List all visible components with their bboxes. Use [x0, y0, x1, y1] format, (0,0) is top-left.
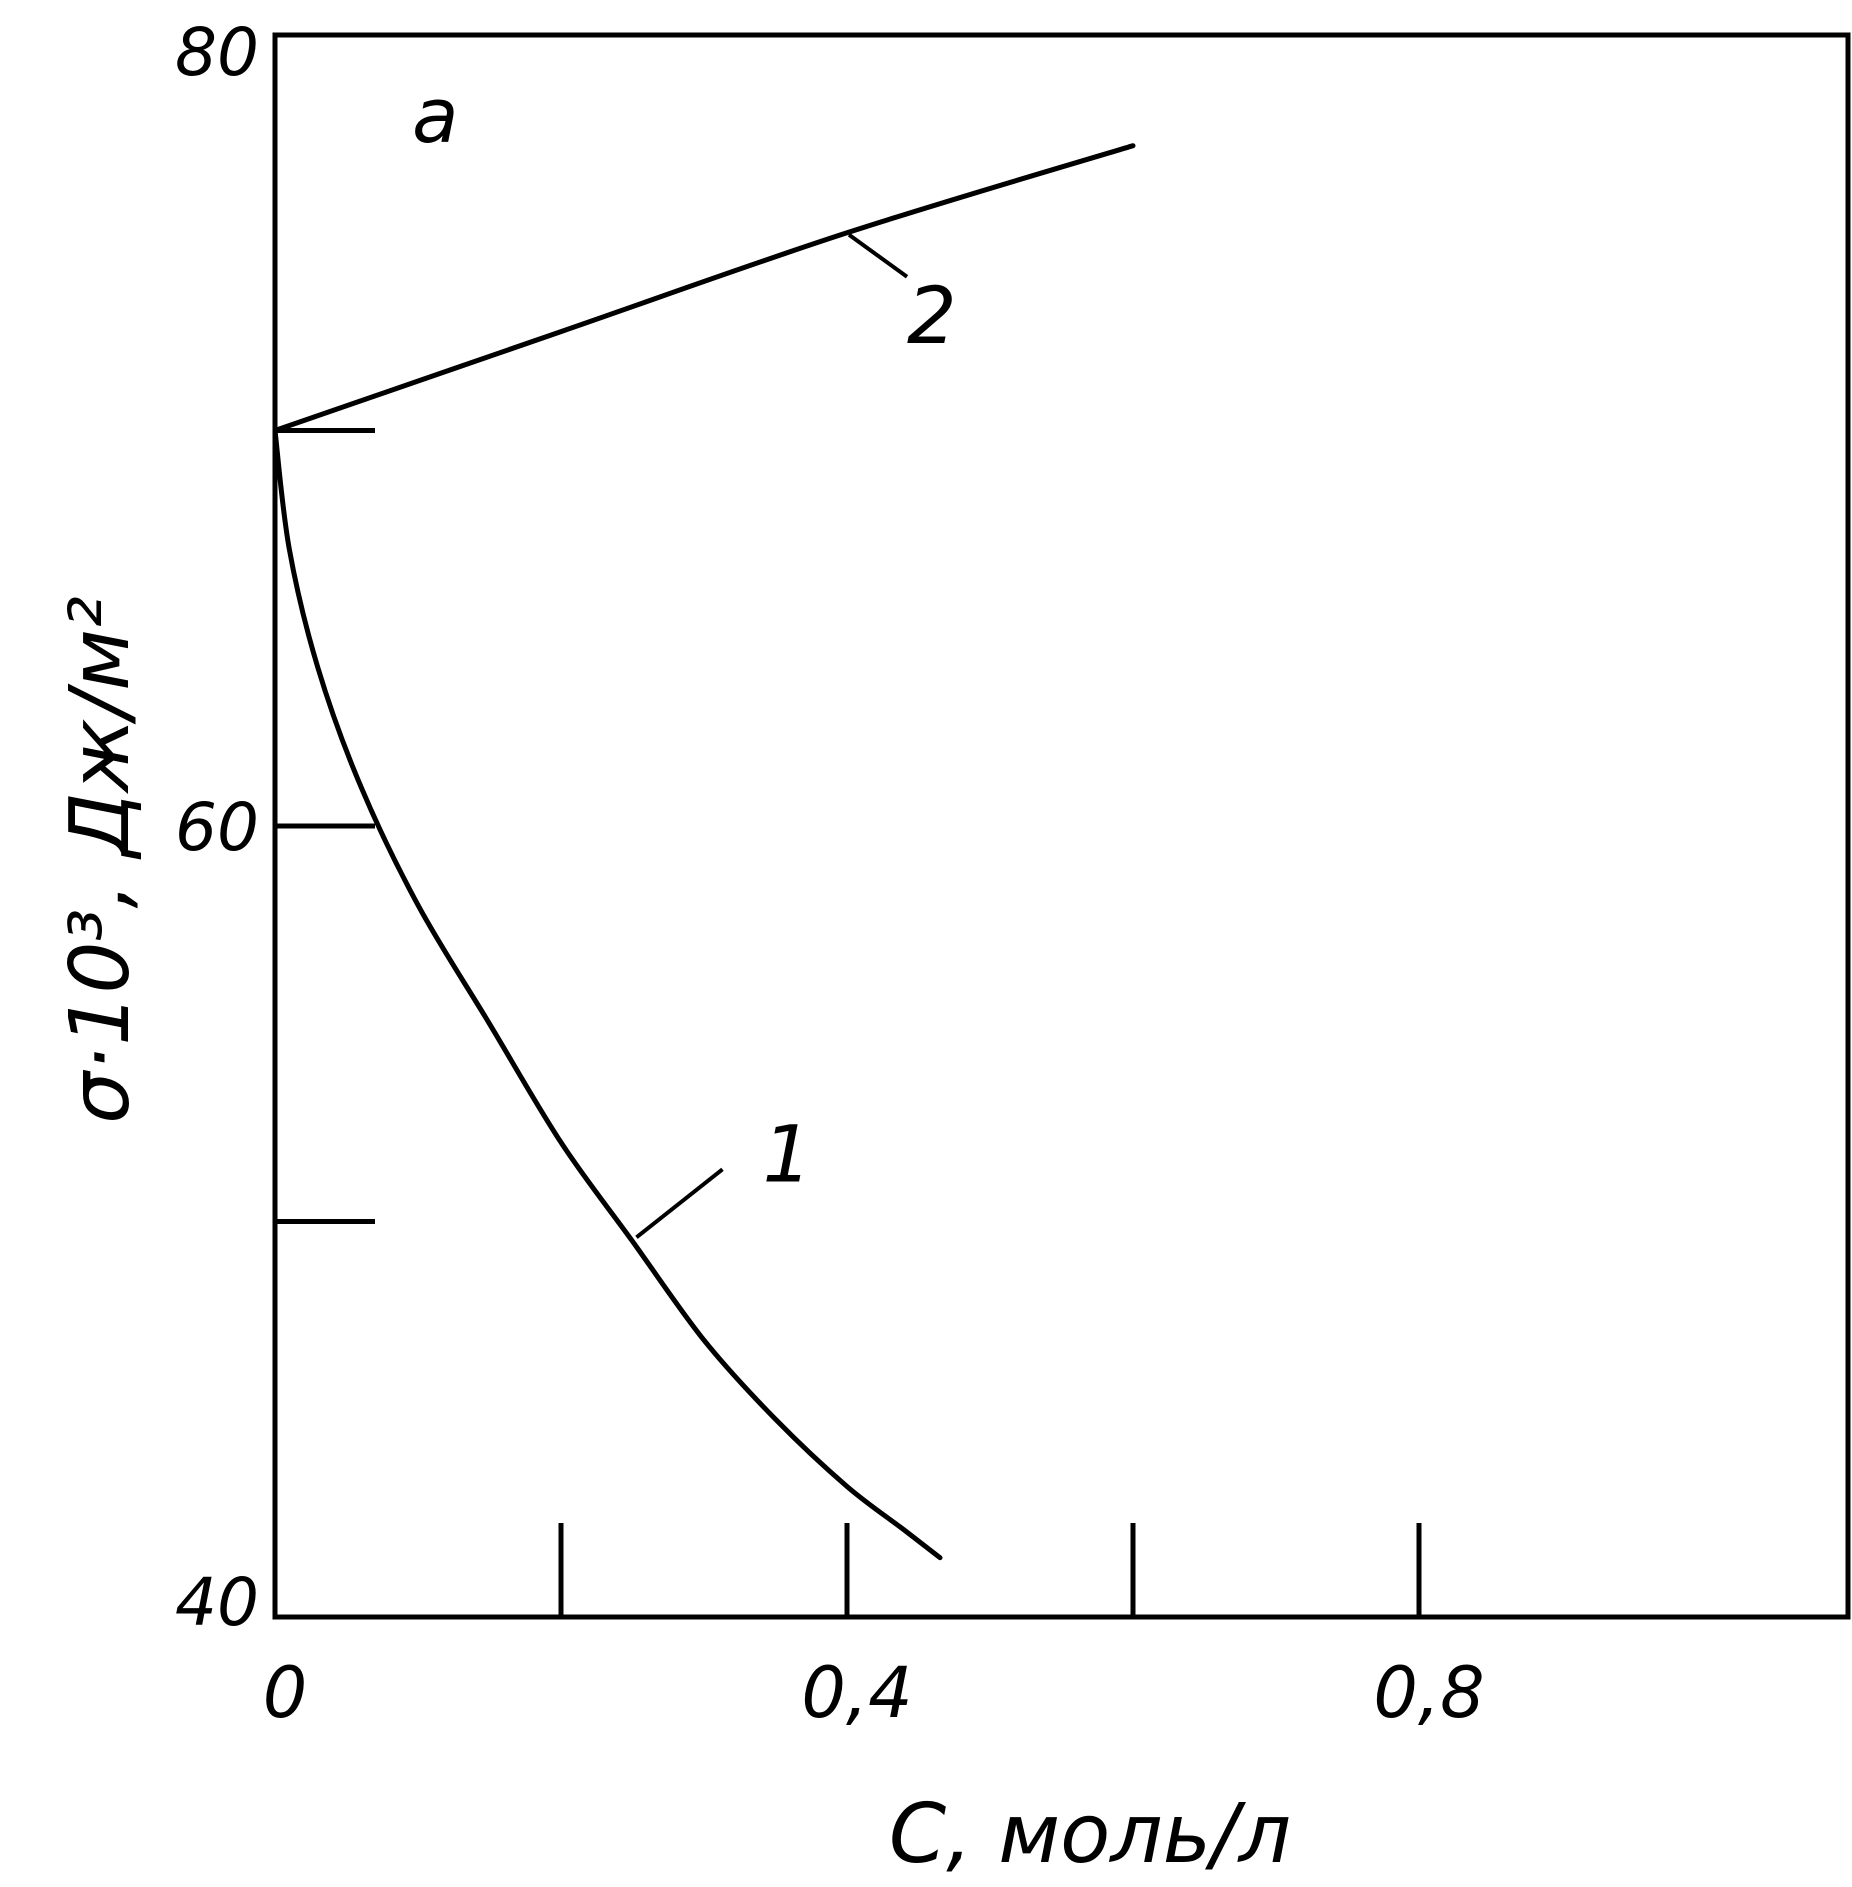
- x-tick-label-0: 0: [263, 1652, 308, 1734]
- x-tick-label-2: 0,8: [1373, 1652, 1484, 1734]
- y-tick-label-2: 80: [175, 14, 259, 91]
- y-tick-label-0: 40: [175, 1564, 259, 1641]
- plot-frame: [272, 32, 1851, 1620]
- series-leader-2: [847, 233, 909, 279]
- panel-label: a: [412, 71, 459, 160]
- series-leader-1: [635, 1167, 724, 1239]
- y-tick-labels: 40 60 80: [175, 14, 259, 1641]
- series-line-1: [272, 428, 943, 1561]
- y-tick-label-1: 60: [175, 789, 259, 866]
- x-axis-label: C, моль/л: [889, 1787, 1291, 1882]
- x-ticks: [558, 1523, 1422, 1617]
- series-line-2: [272, 143, 1136, 433]
- y-ticks: [275, 428, 375, 1224]
- series-labels: 12: [635, 233, 957, 1239]
- x-tick-label-1: 0,4: [801, 1652, 912, 1734]
- series-label-1: 1: [763, 1110, 813, 1200]
- x-tick-labels: 0 0,4 0,8: [263, 1652, 1485, 1734]
- series-lines: [272, 143, 1136, 1561]
- series-label-2: 2: [907, 272, 957, 362]
- y-axis-label: σ·10³, Дж/м²: [53, 596, 148, 1124]
